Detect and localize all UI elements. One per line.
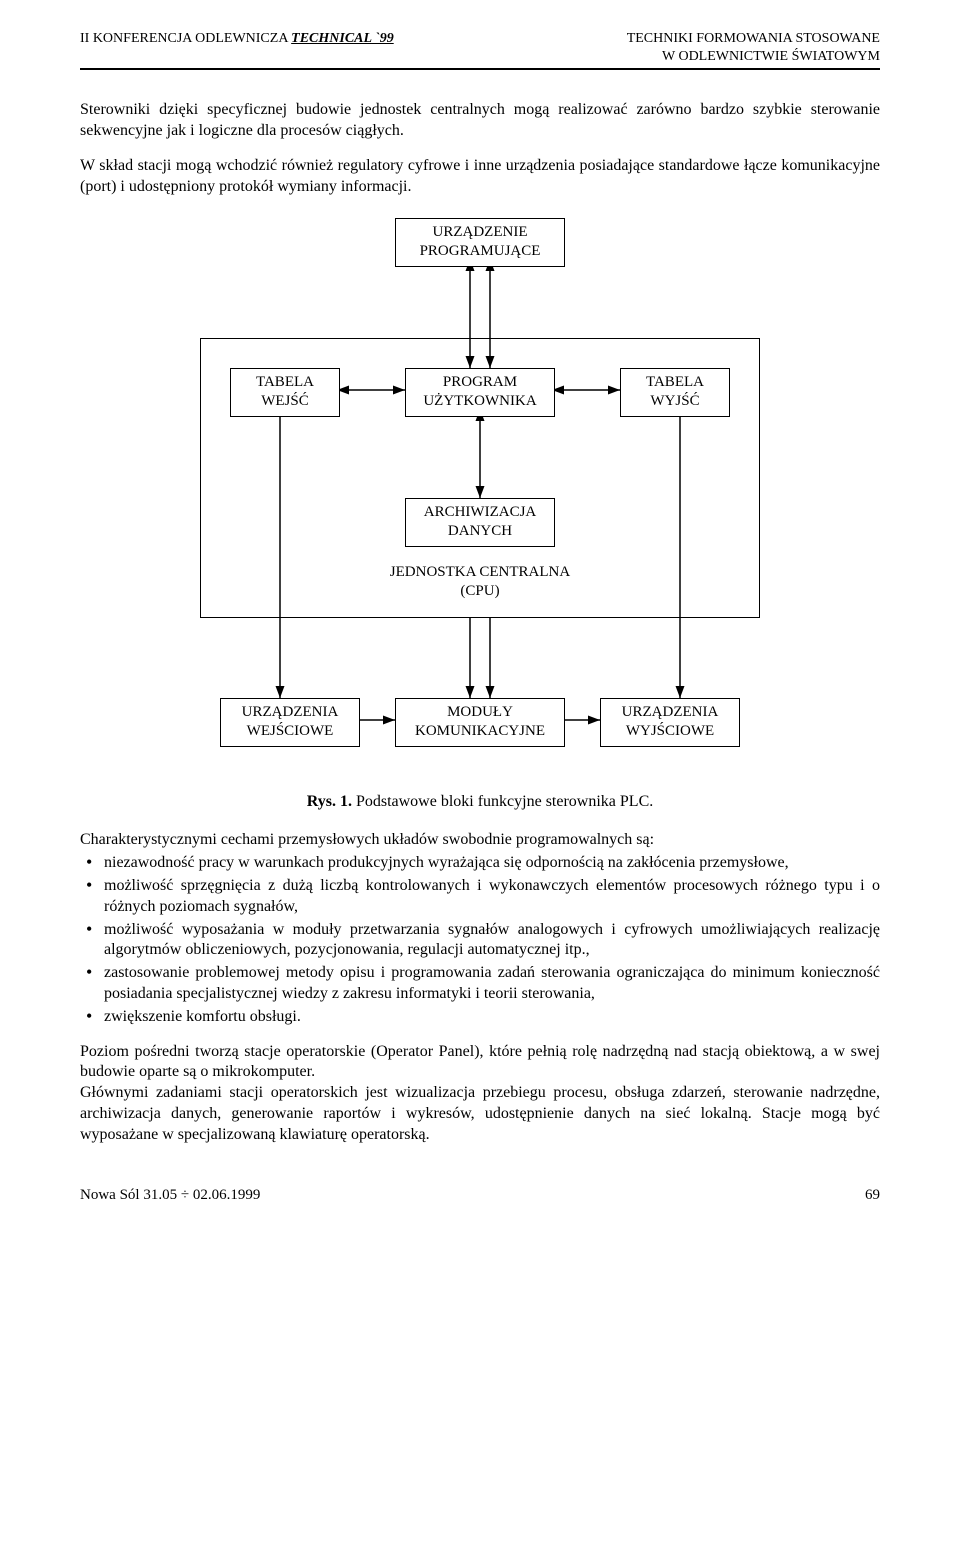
page-header: II KONFERENCJA ODLEWNICZA TECHNICAL `99 … bbox=[80, 30, 880, 70]
list-item: możliwość wyposażania w moduły przetwarz… bbox=[80, 920, 880, 962]
caption-bold: Rys. 1. bbox=[307, 793, 352, 810]
diagram-box-cpu: JEDNOSTKA CENTRALNA(CPU) bbox=[340, 563, 620, 602]
diagram-box-user: PROGRAMUŻYTKOWNIKA bbox=[405, 368, 555, 417]
caption-rest: Podstawowe bloki funkcyjne sterownika PL… bbox=[352, 793, 653, 810]
list-item: niezawodność pracy w warunkach produkcyj… bbox=[80, 853, 880, 874]
footer-right: 69 bbox=[865, 1186, 880, 1206]
list-item: zastosowanie problemowej metody opisu i … bbox=[80, 963, 880, 1005]
header-left-bold: TECHNICAL `99 bbox=[291, 31, 394, 46]
list-item: możliwość sprzęgnięcia z dużą liczbą kon… bbox=[80, 876, 880, 918]
paragraph-2: W skład stacji mogą wchodzić również reg… bbox=[80, 156, 880, 198]
list-item: zwiększenie komfortu obsługi. bbox=[80, 1007, 880, 1028]
diagram-box-devin: URZĄDZENIAWEJŚCIOWE bbox=[220, 698, 360, 747]
header-right: TECHNIKI FORMOWANIA STOSOWANE W ODLEWNIC… bbox=[627, 30, 880, 66]
paragraph-1: Sterowniki dzięki specyficznej budowie j… bbox=[80, 100, 880, 142]
diagram-box-arch: ARCHIWIZACJADANYCH bbox=[405, 498, 555, 547]
diagram-box-devout: URZĄDZENIAWYJŚCIOWE bbox=[600, 698, 740, 747]
list-intro: Charakterystycznymi cechami przemysłowyc… bbox=[80, 830, 880, 851]
header-right-l1: TECHNIKI FORMOWANIA STOSOWANE bbox=[627, 30, 880, 48]
diagram-box-in: TABELAWEJŚĆ bbox=[230, 368, 340, 417]
diagram-box-out: TABELAWYJŚĆ bbox=[620, 368, 730, 417]
diagram-box-mod: MODUŁYKOMUNIKACYJNE bbox=[395, 698, 565, 747]
header-left-prefix: II KONFERENCJA ODLEWNICZA bbox=[80, 31, 291, 46]
page-footer: Nowa Sól 31.05 ÷ 02.06.1999 69 bbox=[80, 1186, 880, 1206]
plc-diagram: URZĄDZENIEPROGRAMUJĄCE TABELAWEJŚĆ PROGRAM… bbox=[170, 218, 790, 778]
header-left: II KONFERENCJA ODLEWNICZA TECHNICAL `99 bbox=[80, 30, 394, 66]
figure-caption: Rys. 1. Podstawowe bloki funkcyjne stero… bbox=[80, 792, 880, 813]
paragraph-3: Poziom pośredni tworzą stacje operatorsk… bbox=[80, 1042, 880, 1084]
feature-list: niezawodność pracy w warunkach produkcyj… bbox=[80, 853, 880, 1027]
paragraph-4: Głównymi zadaniami stacji operatorskich … bbox=[80, 1083, 880, 1145]
header-right-l2: W ODLEWNICTWIE ŚWIATOWYM bbox=[627, 48, 880, 66]
footer-left: Nowa Sól 31.05 ÷ 02.06.1999 bbox=[80, 1186, 260, 1206]
diagram-box-prog: URZĄDZENIEPROGRAMUJĄCE bbox=[395, 218, 565, 267]
